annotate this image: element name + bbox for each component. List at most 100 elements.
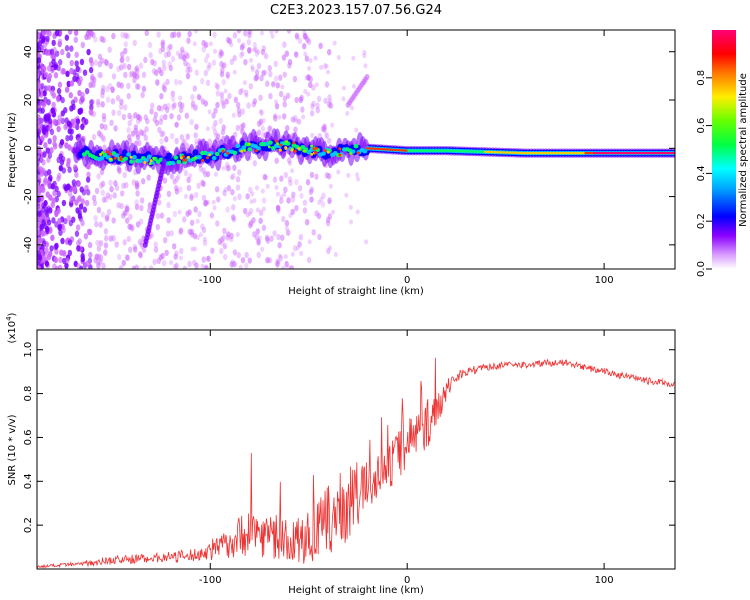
heatmap-cell [141, 130, 147, 137]
heatmap-cell [189, 118, 194, 126]
heatmap-cell [47, 72, 53, 80]
heatmap-cell [270, 33, 275, 39]
heatmap-cell [129, 155, 133, 159]
heatmap-cell [308, 188, 314, 196]
heatmap-cell [50, 107, 55, 114]
heatmap-cell [96, 245, 102, 252]
heatmap-cell [207, 61, 212, 69]
heatmap-cell [259, 75, 264, 82]
heatmap-cell [189, 192, 194, 200]
heatmap-cell [40, 185, 46, 193]
heatmap-cell [41, 35, 46, 43]
heatmap-cell [283, 254, 288, 260]
heatmap-cell [328, 102, 334, 109]
heatmap-cell [575, 151, 580, 155]
heatmap-cell [114, 153, 120, 158]
heatmap-cell [103, 228, 109, 235]
heatmap-cell [53, 72, 59, 79]
heatmap-cell [148, 162, 152, 166]
heatmap-cell [37, 41, 40, 49]
heatmap-cell [297, 185, 303, 192]
heatmap-cell [146, 174, 151, 181]
heatmap-cell [322, 123, 327, 131]
heatmap-cell [179, 134, 185, 141]
heatmap-cell [192, 232, 198, 240]
heatmap-cell [593, 151, 598, 155]
heatmap-cell [162, 103, 168, 110]
heatmap-cell [280, 84, 285, 90]
heatmap-cell [354, 127, 359, 133]
heatmap-cell [311, 229, 316, 236]
heatmap-cell [132, 39, 137, 47]
heatmap-cell [667, 151, 672, 155]
heatmap-cell [213, 132, 219, 139]
heatmap-cell [492, 150, 497, 154]
heatmap-cell [221, 63, 226, 69]
heatmap-cell [100, 180, 106, 188]
spectrogram-panel: -100 0 100 -40 -20 0 20 40 Height of straight … [7, 29, 676, 297]
heatmap-cell [163, 113, 168, 121]
heatmap-cell [223, 253, 228, 261]
heatmap-cell [290, 208, 295, 216]
heatmap-cell [299, 94, 304, 102]
heatmap-cell [110, 98, 116, 105]
heatmap-cell [261, 70, 266, 77]
heatmap-cell [56, 87, 62, 95]
heatmap-cell [67, 239, 73, 246]
heatmap-cell [581, 151, 586, 155]
heatmap-cell [68, 92, 73, 99]
heatmap-cell [278, 254, 283, 262]
heatmap-cell [232, 32, 238, 39]
heatmap-cell [178, 106, 184, 114]
heatmap-cell [159, 93, 164, 100]
heatmap-cell [314, 173, 319, 180]
heatmap-cell [325, 216, 331, 224]
heatmap-cell [187, 260, 192, 268]
heatmap-cell [42, 151, 47, 158]
heatmap-cell [272, 176, 278, 183]
heatmap-cell [238, 264, 243, 269]
heatmap-cell [111, 32, 116, 40]
heatmap-cell [78, 203, 84, 210]
heatmap-cell [105, 96, 111, 103]
heatmap-cell [206, 64, 211, 72]
heatmap-cell [275, 260, 280, 267]
heatmap-cell [152, 258, 157, 266]
heatmap-cell [122, 62, 127, 70]
heatmap-cell [286, 197, 291, 204]
heatmap-cell [294, 204, 299, 212]
heatmap-cell [528, 151, 533, 155]
heatmap-cell [132, 243, 138, 251]
heatmap-cell [306, 150, 312, 155]
heatmap-cell [37, 107, 43, 114]
heatmap-cell [205, 79, 211, 87]
heatmap-cell [51, 52, 56, 60]
heatmap-cell [124, 254, 129, 261]
heatmap-cell [49, 245, 54, 252]
heatmap-cell [153, 246, 159, 253]
colorbar-ticks: 0.0 0.2 0.4 0.6 0.8 [696, 70, 712, 277]
heatmap-cell [310, 103, 315, 110]
heatmap-cell [410, 149, 415, 152]
heatmap-cell [163, 51, 169, 59]
heatmap-cell [309, 186, 315, 193]
heatmap-cell [240, 108, 246, 115]
heatmap-cell [563, 151, 568, 155]
y-axis-label: Frequency (Hz) [7, 112, 18, 188]
heatmap-cell [252, 198, 257, 204]
heatmap-cell [127, 120, 132, 127]
heatmap-cell [284, 50, 290, 57]
x-tick-label: 100 [595, 275, 614, 286]
heatmap-cell [219, 50, 224, 57]
heatmap-cell [273, 113, 278, 119]
heatmap-cell [300, 106, 305, 113]
heatmap-cell [201, 226, 207, 234]
heatmap-cell [214, 81, 219, 89]
heatmap-cell [258, 94, 263, 101]
snr-series-line [37, 357, 675, 569]
heatmap-cell [184, 142, 190, 150]
heatmap-cell [138, 62, 144, 69]
heatmap-cell [250, 191, 255, 197]
heatmap-cell [241, 145, 247, 150]
heatmap-cell [37, 159, 40, 166]
